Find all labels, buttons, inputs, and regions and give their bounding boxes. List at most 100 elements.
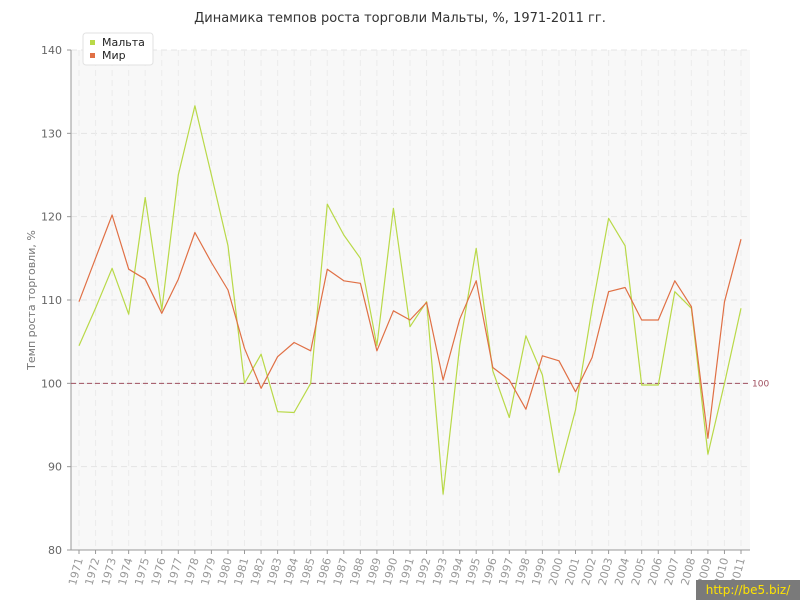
data-point-0-1985 xyxy=(309,382,312,385)
data-point-0-1987 xyxy=(342,234,345,237)
data-point-1-1996 xyxy=(491,366,494,369)
data-point-0-2002 xyxy=(591,307,594,310)
data-point-0-1993 xyxy=(442,493,445,496)
data-point-1-2006 xyxy=(657,319,660,322)
data-point-0-1998 xyxy=(524,334,527,337)
data-point-0-1972 xyxy=(94,307,97,310)
data-point-1-2008 xyxy=(690,305,693,308)
grid xyxy=(71,49,750,550)
y-axis-label: Темп роста торговли, % xyxy=(25,230,38,371)
legend-swatch-malta xyxy=(90,40,95,45)
data-point-0-2011 xyxy=(740,307,743,310)
data-point-1-2003 xyxy=(607,290,610,293)
data-point-1-2011 xyxy=(740,238,743,241)
data-point-0-1979 xyxy=(210,174,213,177)
data-point-0-1982 xyxy=(260,353,263,356)
data-point-0-1990 xyxy=(392,207,395,210)
x-ticks: 1971197219731974197519761977197819791980… xyxy=(66,550,748,587)
data-point-1-1978 xyxy=(193,231,196,234)
series-lines xyxy=(78,105,742,495)
data-point-1-1988 xyxy=(359,282,362,285)
data-point-0-1983 xyxy=(276,410,279,413)
y-tick-label: 110 xyxy=(41,294,62,307)
data-point-1-2005 xyxy=(640,319,643,322)
data-point-0-1974 xyxy=(127,313,130,316)
y-tick-label: 90 xyxy=(48,461,62,474)
data-point-0-1984 xyxy=(293,411,296,414)
data-point-1-1997 xyxy=(508,379,511,382)
data-point-0-2003 xyxy=(607,217,610,220)
data-point-0-2000 xyxy=(558,471,561,474)
data-point-1-1999 xyxy=(541,354,544,357)
data-point-0-2010 xyxy=(723,382,726,385)
data-point-1-1982 xyxy=(260,387,263,390)
data-point-0-1975 xyxy=(144,196,147,199)
data-point-0-1980 xyxy=(227,244,230,247)
data-point-1-2002 xyxy=(591,356,594,359)
data-point-1-1994 xyxy=(458,318,461,321)
series-line-0 xyxy=(78,105,742,495)
data-point-1-1987 xyxy=(342,279,345,282)
data-point-1-1995 xyxy=(475,279,478,282)
data-point-0-1995 xyxy=(475,247,478,250)
data-point-1-1985 xyxy=(309,349,312,352)
data-point-0-1971 xyxy=(78,344,81,347)
data-point-1-2009 xyxy=(707,437,710,440)
data-point-0-2004 xyxy=(624,244,627,247)
data-point-1-1975 xyxy=(144,278,147,281)
data-point-1-1977 xyxy=(177,278,180,281)
data-point-0-1991 xyxy=(409,325,412,328)
data-point-1-1980 xyxy=(227,289,230,292)
watermark: http://be5.biz/ xyxy=(696,580,800,600)
data-point-1-1984 xyxy=(293,341,296,344)
data-point-0-1981 xyxy=(243,382,246,385)
y-tick-label: 130 xyxy=(41,127,62,140)
data-point-0-2005 xyxy=(640,384,643,387)
data-point-1-2007 xyxy=(673,279,676,282)
data-point-0-2006 xyxy=(657,384,660,387)
chart-title: Динамика темпов роста торговли Мальты, %… xyxy=(194,11,606,26)
data-point-1-1998 xyxy=(524,408,527,411)
data-point-1-2004 xyxy=(624,286,627,289)
y-tick-label: 120 xyxy=(41,211,62,224)
data-point-1-1992 xyxy=(425,301,428,304)
data-point-1-2000 xyxy=(558,359,561,362)
legend: Мальта Мир xyxy=(82,32,154,66)
y-ticks: 80 90 100 110 120 130 140 xyxy=(41,44,71,557)
data-point-0-1978 xyxy=(193,104,196,107)
data-point-1-1991 xyxy=(409,319,412,322)
data-point-0-1996 xyxy=(491,369,494,372)
data-point-0-1976 xyxy=(160,309,163,312)
data-point-1-1973 xyxy=(111,214,114,217)
data-point-0-1988 xyxy=(359,257,362,260)
data-point-1-1981 xyxy=(243,347,246,350)
legend-swatch-world xyxy=(90,53,95,58)
data-point-1-1976 xyxy=(160,312,163,315)
reference-line-label: 100 xyxy=(752,379,769,389)
data-point-0-1994 xyxy=(458,344,461,347)
data-point-1-2010 xyxy=(723,300,726,303)
legend-box xyxy=(82,32,154,66)
data-point-1-1990 xyxy=(392,309,395,312)
data-point-0-1986 xyxy=(326,203,329,206)
y-tick-label: 80 xyxy=(48,544,62,557)
data-point-0-2001 xyxy=(574,409,577,412)
data-point-0-2009 xyxy=(707,453,710,456)
data-point-0-2007 xyxy=(673,290,676,293)
data-point-1-2001 xyxy=(574,390,577,393)
data-point-1-1983 xyxy=(276,355,279,358)
y-tick-label: 140 xyxy=(41,44,62,57)
legend-label-malta: Мальта xyxy=(102,36,145,49)
data-point-0-1973 xyxy=(111,267,114,270)
series-line-1 xyxy=(78,214,742,439)
data-point-0-1977 xyxy=(177,174,180,177)
data-point-0-1999 xyxy=(541,374,544,377)
data-point-1-1993 xyxy=(442,379,445,382)
data-point-1-1979 xyxy=(210,261,213,264)
data-point-1-1986 xyxy=(326,268,329,271)
y-tick-label: 100 xyxy=(41,377,62,390)
data-point-1-1972 xyxy=(94,257,97,260)
legend-label-world: Мир xyxy=(102,49,126,62)
data-point-0-1989 xyxy=(376,344,379,347)
